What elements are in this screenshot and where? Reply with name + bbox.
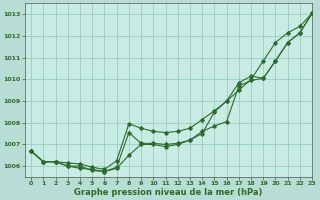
X-axis label: Graphe pression niveau de la mer (hPa): Graphe pression niveau de la mer (hPa) [74,188,263,197]
